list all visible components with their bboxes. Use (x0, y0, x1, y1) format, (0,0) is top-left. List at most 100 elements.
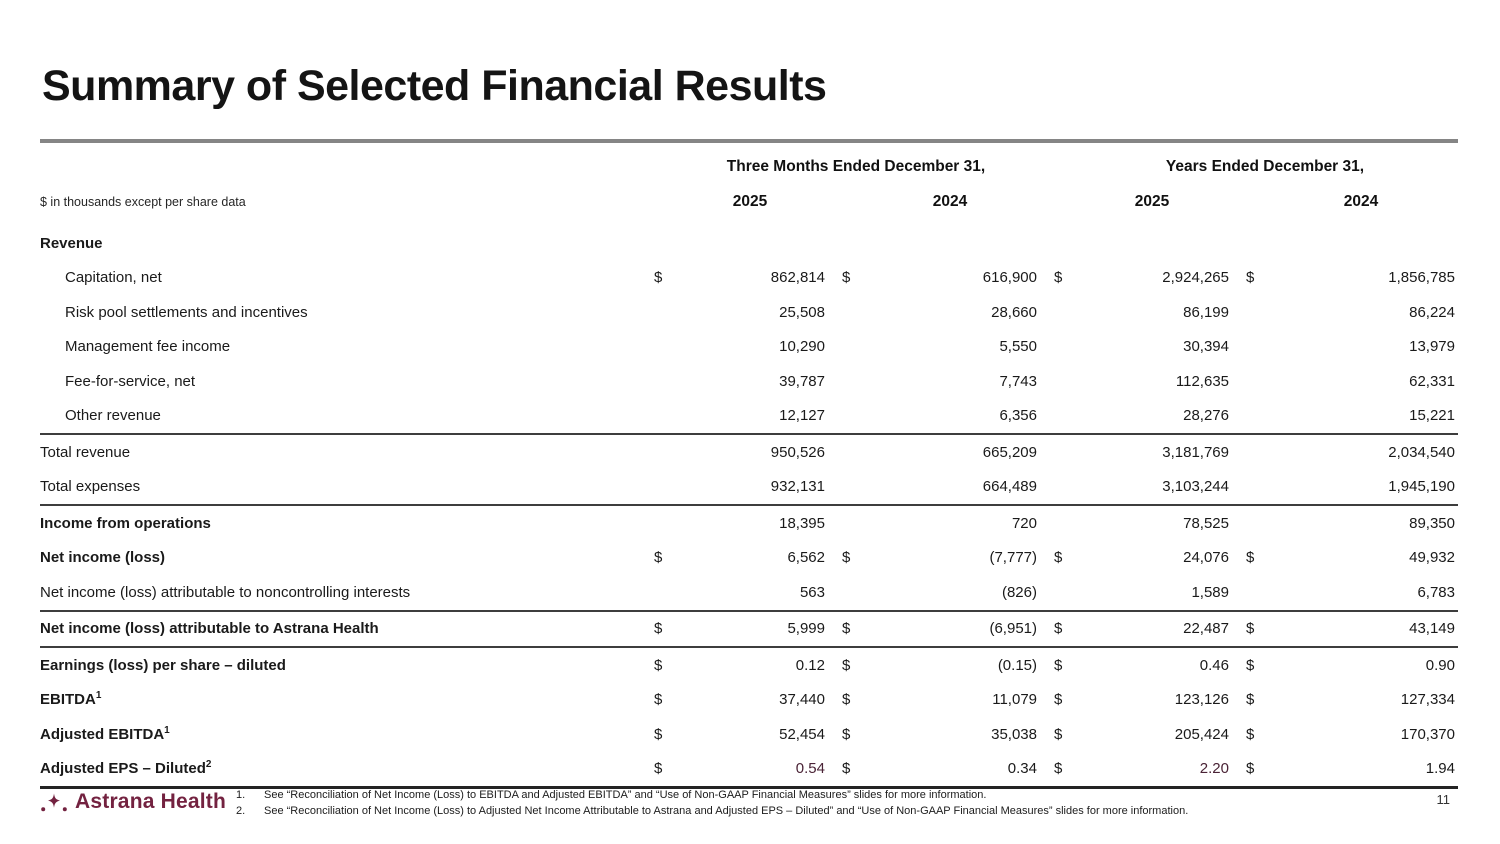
currency-symbol: $ (842, 760, 851, 778)
financial-table: Three Months Ended December 31, Years En… (40, 150, 1458, 789)
value-cell: 1,856,785 (1388, 269, 1455, 287)
value-cell: 5,999 (787, 620, 825, 638)
value-cell: 39,787 (779, 372, 825, 390)
value-cell: 3,181,769 (1162, 443, 1229, 461)
value-cell: 170,370 (1400, 725, 1455, 743)
year-header: 2025 (1134, 193, 1170, 210)
value-cell: 18,395 (779, 514, 825, 532)
currency-symbol: $ (1246, 760, 1255, 778)
value-cell: 24,076 (1183, 549, 1229, 567)
value-cell: 49,932 (1409, 549, 1455, 567)
row-label: Capitation, net (65, 269, 162, 287)
column-group-three-months: Three Months Ended December 31, (726, 158, 986, 175)
currency-symbol: $ (842, 549, 851, 567)
currency-symbol: $ (842, 269, 851, 287)
value-cell: 123,126 (1174, 691, 1229, 709)
table-group-header: Three Months Ended December 31, Years En… (40, 150, 1458, 184)
currency-symbol: $ (1054, 620, 1063, 638)
value-cell: 22,487 (1183, 620, 1229, 638)
value-cell: (826) (1001, 583, 1037, 601)
table-row: Risk pool settlements and incentives 25,5… (40, 295, 1458, 330)
value-cell: 6,562 (787, 549, 825, 567)
value-cell: 30,394 (1183, 338, 1229, 356)
currency-symbol: $ (1246, 620, 1255, 638)
row-label: Fee-for-service, net (65, 372, 196, 390)
table-rule (40, 433, 1458, 435)
row-label: Revenue (40, 234, 103, 252)
currency-symbol: $ (654, 269, 663, 287)
table-year-header: $ in thousands except per share data 202… (40, 184, 1458, 220)
value-cell: 665,209 (982, 443, 1037, 461)
row-label: Income from operations (40, 514, 211, 532)
astrana-logo-icon (40, 792, 68, 813)
page-number: 11 (1436, 792, 1451, 807)
astrana-health-logo: Astrana Health (40, 790, 226, 814)
row-label: Adjusted EPS – Diluted2 (40, 759, 212, 778)
logo-wordmark: Astrana Health (75, 790, 227, 813)
value-cell: 862,814 (770, 269, 825, 287)
value-cell: 6,356 (999, 407, 1037, 425)
currency-symbol: $ (1246, 269, 1255, 287)
table-row: Fee-for-service, net 39,787 7,743 112,635 62… (40, 364, 1458, 399)
value-cell: 112,635 (1175, 372, 1229, 390)
row-label: Management fee income (65, 338, 231, 356)
value-cell: 950,526 (770, 443, 825, 461)
currency-symbol: $ (654, 725, 663, 743)
value-cell: 3,103,244 (1162, 478, 1229, 496)
footnote-text: See “Reconciliation of Net Income (Loss)… (264, 789, 987, 801)
value-cell: 1.94 (1425, 760, 1455, 778)
title-divider (40, 139, 1458, 143)
value-cell: 89,350 (1409, 514, 1455, 532)
value-cell: 563 (799, 583, 825, 601)
column-group-years: Years Ended December 31, (1165, 158, 1365, 175)
value-cell: 5,550 (999, 338, 1037, 356)
value-cell: 932,131 (770, 478, 825, 496)
currency-symbol: $ (654, 549, 663, 567)
table-row: Adjusted EPS – Diluted2 $0.54 $0.34 $2.20 $1… (40, 752, 1458, 787)
row-label: Adjusted EBITDA1 (40, 724, 170, 743)
footnote-marker: 1 (95, 690, 102, 702)
value-cell: 205,424 (1174, 725, 1229, 743)
value-cell: 15,221 (1409, 407, 1455, 425)
value-cell: 86,224 (1409, 303, 1455, 321)
value-cell: 62,331 (1409, 372, 1455, 390)
currency-symbol: $ (842, 656, 851, 674)
currency-symbol: $ (1054, 549, 1063, 567)
currency-symbol: $ (842, 620, 851, 638)
row-label: Net income (loss) attributable to noncon… (40, 583, 411, 601)
footnote-marker: 1 (164, 724, 170, 736)
value-cell: 11,079 (992, 691, 1037, 709)
table-row: Adjusted EBITDA1 $52,454 $35,038 $205,424 $1… (40, 717, 1458, 752)
value-cell: 13,979 (1409, 338, 1455, 356)
currency-symbol: $ (842, 725, 851, 743)
currency-symbol: $ (1246, 691, 1255, 709)
table-row: Total revenue 950,526 665,209 3,181,769 2,03… (40, 435, 1458, 470)
financial-table-body: Revenue Capitation, net $862,814 $616,900 $2… (40, 226, 1458, 789)
currency-symbol: $ (1054, 269, 1063, 287)
value-cell: 37,440 (779, 691, 825, 709)
table-row: Other revenue 12,127 6,356 28,276 15,221 (40, 399, 1458, 434)
currency-symbol: $ (654, 691, 663, 709)
footnote-1: 1. See “Reconciliation of Net Income (Lo… (236, 788, 1188, 804)
units-note: $ in thousands except per share data (40, 195, 246, 209)
table-row: Income from operations 18,395 720 78,525 89,… (40, 506, 1458, 541)
value-cell: 2,924,265 (1162, 269, 1229, 287)
table-row: Net income (loss) $6,562 $ (7,777) $24,076 $4… (40, 541, 1458, 576)
table-row: Net income (loss) attributable to noncon… (40, 575, 1458, 610)
value-cell: (0.15) (997, 656, 1037, 674)
table-rule (40, 786, 1458, 789)
value-cell: 0.12 (795, 656, 825, 674)
value-cell: 2.20 (1199, 760, 1229, 778)
currency-symbol: $ (1246, 549, 1255, 567)
table-rule (40, 504, 1458, 506)
value-cell: 1,589 (1191, 583, 1229, 601)
currency-symbol: $ (654, 656, 663, 674)
table-row: Capitation, net $862,814 $616,900 $2,924,26… (40, 261, 1458, 296)
value-cell: 7,743 (999, 372, 1037, 390)
value-cell: 43,149 (1409, 620, 1455, 638)
value-cell: 28,276 (1183, 407, 1229, 425)
value-cell: 6,783 (1417, 583, 1455, 601)
currency-symbol: $ (1054, 725, 1063, 743)
value-cell: 25,508 (779, 303, 825, 321)
currency-symbol: $ (1054, 760, 1063, 778)
